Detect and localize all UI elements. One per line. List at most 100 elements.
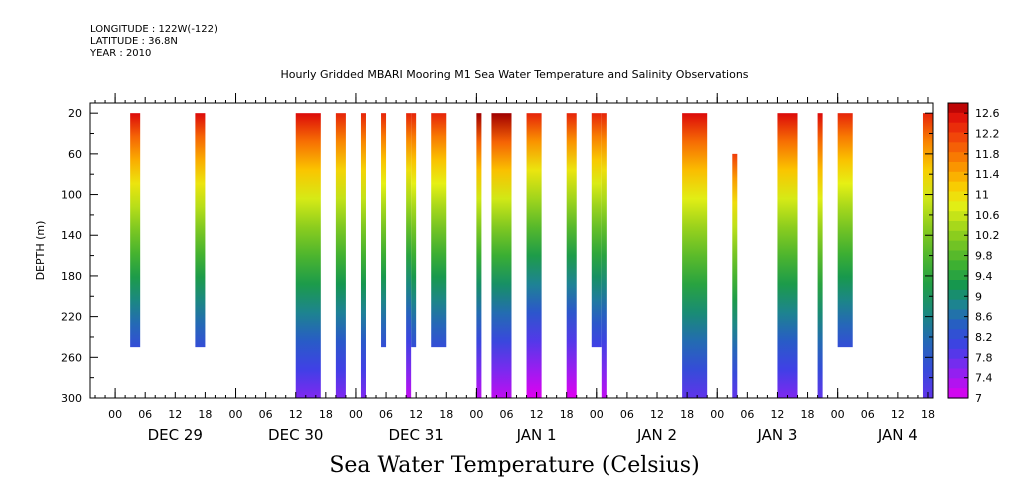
x-day-label: DEC 31 [388,426,443,444]
colorbar-cell [948,230,968,242]
colorbar-label: 7 [975,392,982,405]
x-tick-label: 12 [891,408,905,421]
colorbar-cell [948,112,968,124]
x-day-label: JAN 1 [516,426,557,444]
x-tick-label: 00 [229,408,243,421]
longitude-label: LONGITUDE : 122W(-122) [90,24,218,35]
y-axis-label: DEPTH (m) [34,221,47,281]
colorbar-label: 8.2 [975,331,993,344]
colorbar-label: 11.4 [975,168,1000,181]
x-day-label: JAN 4 [877,426,918,444]
colorbar-cell [948,388,968,399]
x-tick-label: 06 [861,408,875,421]
colorbar-label: 7.4 [975,372,993,385]
x-tick-label: 06 [620,408,634,421]
data-column [732,153,738,398]
data-column [682,113,708,398]
data-column [295,113,321,398]
bottom-title: Sea Water Temperature (Celsius) [329,453,700,478]
colorbar-cell [948,240,968,252]
y-tick-label: 20 [68,107,82,120]
data-column [591,113,602,348]
x-tick-label: 00 [710,408,724,421]
year-label: YEAR : 2010 [90,48,152,59]
colorbar-cell [948,339,968,350]
colorbar-cell [948,211,968,222]
data-column [837,113,853,348]
colorbar-cell [948,280,968,291]
colorbar-cell [948,329,968,340]
data-column [360,113,366,398]
data-column [526,113,542,398]
x-tick-label: 00 [469,408,483,421]
colorbar-cell [948,309,968,320]
colorbar-cell [948,191,968,202]
colorbar-cell [948,378,968,389]
data-column [491,113,512,398]
x-tick-label: 18 [560,408,574,421]
colorbar-cell [948,171,968,183]
data-column [381,113,387,348]
x-tick-label: 12 [289,408,303,421]
y-tick-label: 140 [61,229,82,242]
x-tick-label: 12 [650,408,664,421]
colorbar-label: 11 [975,189,989,202]
colorbar-cell [948,348,968,360]
x-tick-label: 12 [770,408,784,421]
colorbar-cell [948,289,968,301]
colorbar-cell [948,162,968,173]
metadata-block: LONGITUDE : 122W(-122) LATITUDE : 36.8N … [90,24,218,60]
data-column [411,113,417,348]
x-tick-label: 18 [921,408,935,421]
colorbar-label: 8.6 [975,311,993,324]
latitude-label: LATITUDE : 36.8N [90,36,178,47]
x-day-label: DEC 29 [148,426,203,444]
colorbar-cell [948,122,968,134]
y-tick-label: 260 [61,351,82,364]
colorbar-label: 9.4 [975,270,993,283]
colorbar-cell [948,142,968,153]
colorbar-cell [948,299,968,311]
data-column [431,113,447,348]
x-tick-label: 12 [409,408,423,421]
y-tick-label: 220 [61,311,82,324]
x-day-label: DEC 30 [268,426,323,444]
data-column [476,113,482,398]
x-tick-label: 00 [831,408,845,421]
colorbar-cell [948,201,968,212]
x-tick-label: 06 [138,408,152,421]
colorbar-label: 7.8 [975,351,993,364]
colorbar-cell [948,250,968,261]
y-tick-label: 300 [61,392,82,405]
x-tick-label: 00 [590,408,604,421]
colorbar-label: 11.8 [975,148,1000,161]
y-tick-label: 100 [61,189,82,202]
x-tick-label: 06 [499,408,513,421]
x-tick-label: 06 [379,408,393,421]
data-column [130,113,141,348]
colorbar-cell [948,221,968,232]
x-tick-label: 18 [319,408,333,421]
colorbar-cell [948,260,968,271]
colorbar-cell [948,181,968,193]
data-column [335,113,346,398]
data-column [601,113,607,398]
data-column [406,113,412,398]
y-tick-label: 60 [68,148,82,161]
colorbar-cell [948,103,968,114]
x-tick-label: 18 [680,408,694,421]
x-tick-label: 00 [108,408,122,421]
colorbar-cell [948,132,968,143]
x-day-label: JAN 3 [756,426,797,444]
x-day-label: JAN 2 [636,426,677,444]
y-tick-label: 180 [61,270,82,283]
colorbar-label: 12.6 [975,107,1000,120]
colorbar-label: 10.6 [975,209,1000,222]
x-tick-label: 06 [259,408,273,421]
colorbar-label: 12.2 [975,128,1000,141]
plot-frame [89,102,934,399]
data-column [922,113,933,398]
x-tick-label: 12 [168,408,182,421]
x-tick-label: 18 [198,408,212,421]
